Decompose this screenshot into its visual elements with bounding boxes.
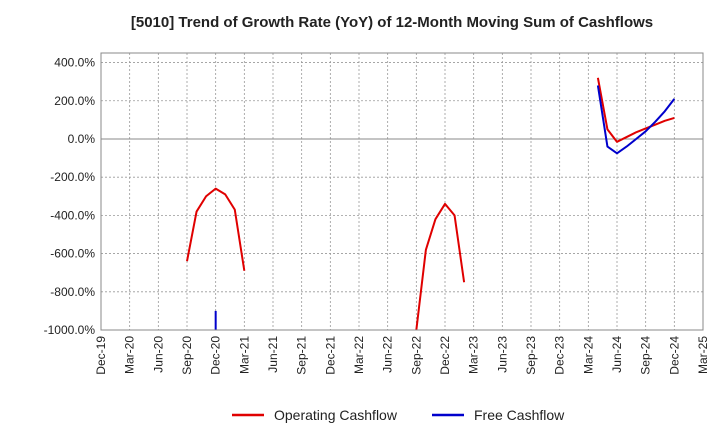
- x-tick-label: Dec-22: [438, 336, 452, 375]
- legend: Operating Cashflow Free Cashflow: [232, 407, 565, 423]
- x-tick-label: Dec-23: [553, 336, 567, 375]
- x-tick-label: Sep-23: [524, 336, 538, 375]
- y-tick-label: 400.0%: [54, 56, 95, 70]
- y-tick-label: 200.0%: [54, 94, 95, 108]
- x-tick-label: Dec-19: [94, 336, 108, 375]
- legend-label: Operating Cashflow: [274, 407, 398, 423]
- x-tick-label: Mar-23: [467, 336, 481, 374]
- x-tick-label: Jun-24: [610, 336, 624, 373]
- y-axis: 400.0% 200.0% 0.0% -200.0% -400.0% -600.0% -80…: [44, 56, 96, 337]
- x-tick-label: Jun-23: [495, 336, 509, 373]
- x-tick-label: Sep-22: [409, 336, 423, 375]
- free-cashflow-line-segment: [596, 85, 676, 155]
- x-tick-label: Mar-24: [581, 336, 595, 374]
- chart-title: [5010] Trend of Growth Rate (YoY) of 12-…: [131, 14, 653, 31]
- x-tick-label: Sep-20: [180, 336, 194, 375]
- y-tick-label: -800.0%: [50, 285, 95, 299]
- x-tick-label: Dec-20: [209, 336, 223, 375]
- y-tick-label: -1000.0%: [44, 323, 96, 337]
- x-tick-label: Mar-21: [237, 336, 251, 374]
- x-tick-label: Mar-25: [696, 336, 710, 374]
- y-tick-label: -600.0%: [50, 247, 95, 261]
- plot-border: [100, 52, 704, 331]
- x-tick-label: Dec-24: [667, 336, 681, 375]
- x-tick-label: Mar-20: [123, 336, 137, 374]
- legend-label: Free Cashflow: [474, 407, 565, 423]
- operating-cashflow-line-segment: [596, 77, 675, 143]
- y-tick-label: -400.0%: [50, 208, 95, 222]
- y-tick-label: 0.0%: [68, 132, 96, 146]
- x-tick-label: Jun-22: [381, 336, 395, 373]
- x-tick-label: Sep-24: [639, 336, 653, 375]
- x-tick-label: Jun-20: [151, 336, 165, 373]
- operating-cashflow-line-segment: [415, 202, 466, 331]
- operating-cashflow-line-segment: [186, 187, 246, 271]
- x-tick-label: Sep-21: [295, 336, 309, 375]
- y-tick-label: -200.0%: [50, 170, 95, 184]
- x-tick-label: Jun-21: [266, 336, 280, 373]
- x-tick-label: Mar-22: [352, 336, 366, 374]
- grid-lines: [100, 53, 704, 331]
- x-axis: Dec-19 Mar-20 Jun-20 Sep-20 Dec-20 Mar-21 Jun-…: [94, 336, 710, 375]
- x-tick-label: Dec-21: [323, 336, 337, 375]
- series-lines: [186, 77, 676, 331]
